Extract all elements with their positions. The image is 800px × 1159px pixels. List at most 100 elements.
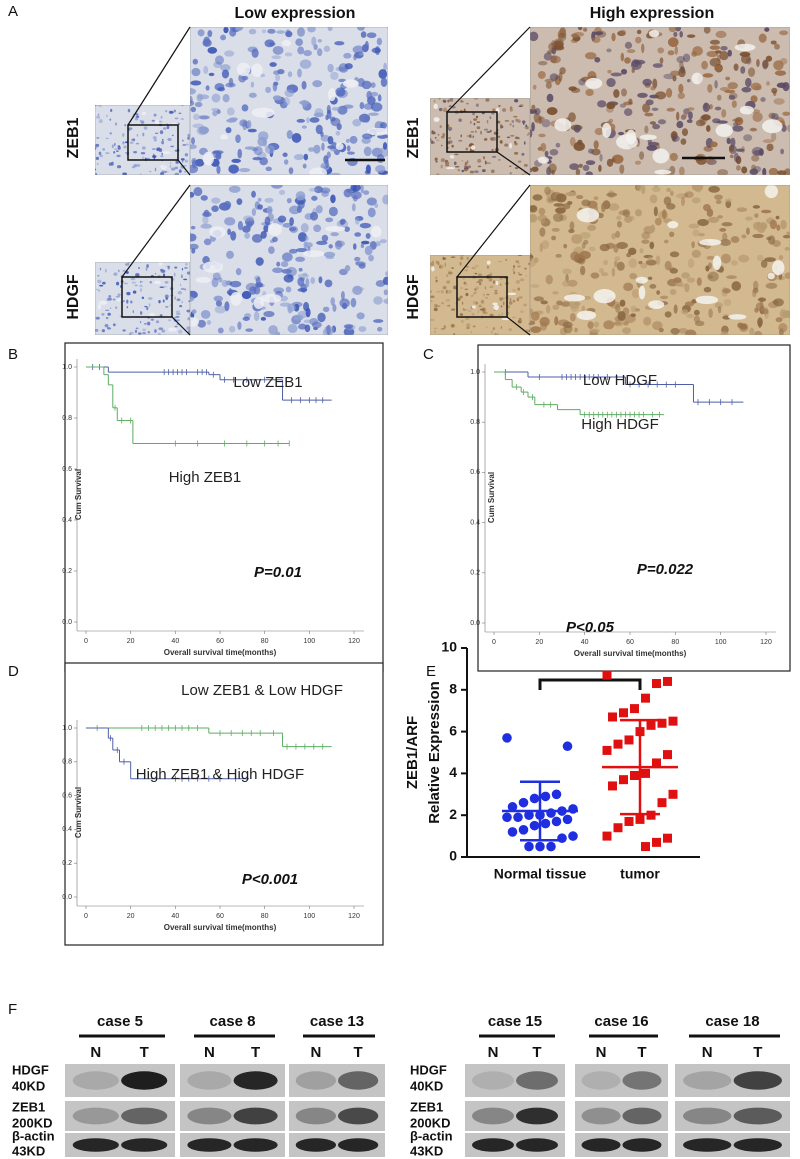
cell [158,327,164,331]
cell [440,164,443,169]
y-tick-label: 0.6 [62,792,72,799]
cell [130,277,136,281]
cell [311,36,317,47]
cell [530,129,533,138]
cell [472,325,476,328]
cell [147,331,151,334]
lane-label: T [140,1044,149,1061]
cell [524,126,529,130]
cell [321,142,325,151]
cell [112,298,116,301]
lumen [470,145,476,150]
cell [664,260,672,271]
cell [531,166,539,172]
cell [571,234,583,244]
blot-band [187,1071,232,1090]
significance-bracket [538,678,642,690]
cell [451,267,454,270]
y-axis-label: Relative Expression [426,681,443,824]
cell [162,139,164,141]
cell [354,232,362,237]
cell [568,112,576,123]
cell [117,146,121,150]
cell [197,319,206,328]
cell [430,290,432,294]
cell [725,200,732,209]
cell [765,282,778,289]
cell [546,107,558,116]
cell [307,27,316,33]
cell [594,127,604,136]
cell [482,309,486,314]
y-tick-label: 0.0 [62,894,72,901]
cell [534,107,541,115]
data-point [624,735,634,745]
cell [231,27,236,33]
cell [691,241,695,249]
cell [708,262,712,270]
cell [180,287,185,291]
cell [551,235,557,241]
series-label: Low HDGF [583,372,657,389]
cell [182,144,186,146]
cell [107,326,111,330]
cell [558,71,563,82]
cell [509,134,515,137]
cell [757,297,767,302]
cell [651,107,659,111]
cell [301,99,308,108]
cell [567,201,573,205]
cell [719,50,729,61]
cell [483,137,488,141]
lumen [648,300,665,310]
data-point [624,816,634,826]
cell [224,301,230,312]
cell [513,115,518,118]
cell [433,99,436,103]
cell [329,172,342,175]
cell [650,224,656,233]
data-point [529,820,540,831]
blot-band [121,1107,168,1125]
cell [241,104,249,112]
cell [652,78,658,89]
cell [497,260,502,263]
cell [235,134,241,143]
cell [317,312,326,323]
cell [599,153,603,162]
cell [622,327,632,334]
cell [466,160,469,164]
cell [453,332,456,335]
cell [222,93,230,103]
cell [220,64,231,72]
cell [264,197,274,203]
y-tick-label: 0.2 [62,860,72,867]
cell [383,298,388,304]
cell [679,30,683,38]
blot-band [581,1107,621,1125]
blot-band [337,1107,379,1125]
cell [502,108,507,112]
cell [434,157,438,161]
cell [276,30,286,34]
cell [263,310,275,318]
cell [187,317,190,321]
cell [465,147,468,151]
cell [315,124,323,135]
series-label: High ZEB1 [169,469,242,486]
blot-band [295,1138,337,1152]
cell [104,323,109,328]
cell [532,84,537,90]
data-point [668,789,678,799]
cell [436,290,440,293]
cell [717,215,723,219]
y-axis-label: ZEB1/ARF [404,716,421,789]
cell [262,137,268,147]
cell [447,271,453,275]
cell [633,59,646,65]
lumen [691,72,703,85]
cell [200,223,212,229]
cell [706,255,715,260]
cell [435,276,438,279]
